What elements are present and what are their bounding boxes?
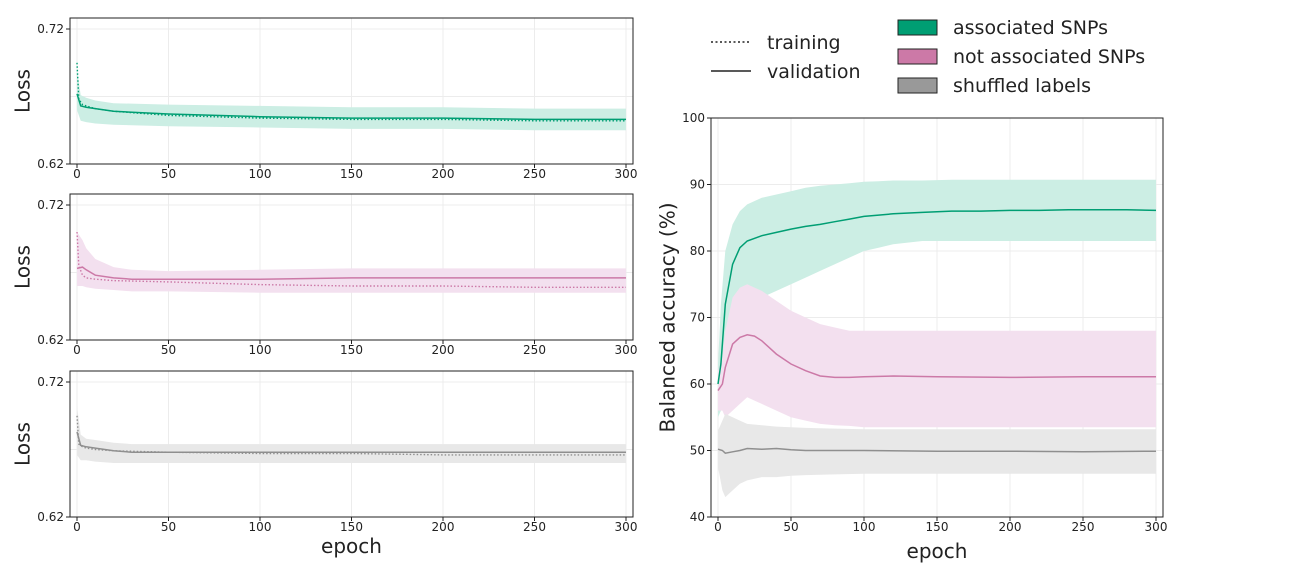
series-validation-line [76, 266, 626, 280]
panel-balanced-accuracy: 0 50 100 150 200 250 300 40 50 60 70 80 90 100 Balance… [656, 111, 1168, 563]
legend-color-swatch [897, 19, 938, 36]
y-tick-label: 0.72 [37, 198, 64, 212]
grid [70, 194, 633, 340]
x-tick-label: 200 [432, 520, 455, 534]
x-tick-label: 150 [926, 520, 949, 534]
panel-loss-associated: 0 50 100 150 200 250 300 0.62 0.72 Loss [11, 17, 638, 181]
x-tick-label: 100 [249, 167, 272, 181]
y-tick-label: 100 [682, 111, 705, 125]
series-validation-line [717, 447, 1157, 455]
x-axis-label: epoch [321, 534, 382, 558]
band-0 [77, 406, 626, 463]
x-tick-label: 100 [853, 520, 876, 534]
panel-loss-shuffled: 0 50 100 150 200 250 300 0.62 0.72 Loss epoch [11, 370, 638, 558]
y-tick-label: 60 [690, 377, 705, 391]
x-tick-label: 300 [615, 167, 638, 181]
legend-item-validation: validation [711, 61, 861, 83]
x-tick-label: 200 [432, 167, 455, 181]
band-0 [718, 179, 1156, 418]
y-tick-label: 90 [690, 178, 705, 192]
x-tick-label: 50 [161, 167, 176, 181]
grid [70, 18, 633, 164]
band-1 [718, 284, 1156, 428]
legend-label: training [767, 32, 841, 54]
legend: training validation associated SNPs not ass… [711, 17, 1145, 97]
x-tick-label: 100 [249, 520, 272, 534]
legend-item-training: training [711, 32, 841, 54]
x-tick-label: 200 [999, 520, 1022, 534]
series-validation-line [76, 93, 626, 121]
y-tick-label: 0.62 [37, 157, 64, 171]
x-tick-label: 0 [73, 520, 81, 534]
legend-color-swatch [897, 77, 938, 94]
x-tick-label: 250 [1072, 520, 1095, 534]
x-tick-label: 0 [714, 520, 722, 534]
y-tick-label: 0.62 [37, 333, 64, 347]
band-2 [718, 413, 1156, 498]
series-validation-line [76, 431, 626, 453]
x-tick-label: 250 [523, 167, 546, 181]
legend-item-group: associated SNPs [897, 17, 1108, 39]
x-tick-label: 50 [161, 520, 176, 534]
legend-label: shuffled labels [953, 75, 1091, 97]
x-tick-label: 150 [340, 167, 363, 181]
legend-item-group: shuffled labels [897, 75, 1091, 97]
y-axis-label: Balanced accuracy (%) [656, 202, 680, 432]
y-axis-label: Loss [11, 422, 35, 466]
y-tick-label: 80 [690, 244, 705, 258]
series-training-line [76, 415, 626, 456]
y-tick-label: 70 [690, 311, 705, 325]
x-tick-label: 50 [783, 520, 798, 534]
series-validation-line [717, 209, 1157, 385]
series-validation-line [717, 334, 1156, 392]
series-training-line [76, 62, 626, 122]
x-tick-label: 300 [615, 343, 638, 357]
legend-label: not associated SNPs [953, 46, 1145, 68]
x-axis-label: epoch [907, 539, 968, 563]
y-tick-label: 40 [690, 510, 705, 524]
x-tick-label: 250 [523, 520, 546, 534]
y-tick-label: 0.62 [37, 510, 64, 524]
x-tick-label: 300 [615, 520, 638, 534]
y-tick-label: 0.72 [37, 375, 64, 389]
x-tick-label: 250 [523, 343, 546, 357]
series-training-line [76, 231, 626, 288]
x-tick-label: 200 [432, 343, 455, 357]
y-tick-label: 50 [690, 444, 705, 458]
y-tick-label: 0.72 [37, 22, 64, 36]
y-axis-label: Loss [11, 69, 35, 113]
x-tick-label: 150 [340, 343, 363, 357]
legend-label: validation [767, 61, 861, 83]
legend-color-swatch [897, 48, 938, 65]
x-tick-label: 150 [340, 520, 363, 534]
x-tick-label: 50 [161, 343, 176, 357]
legend-item-group: not associated SNPs [897, 46, 1145, 68]
legend-label: associated SNPs [953, 17, 1108, 39]
x-tick-label: 100 [249, 343, 272, 357]
x-tick-label: 0 [73, 167, 81, 181]
x-tick-label: 0 [73, 343, 81, 357]
panel-loss-not-associated: 0 50 100 150 200 250 300 0.62 0.72 Loss [11, 193, 638, 357]
grid [70, 371, 633, 517]
y-axis-label: Loss [11, 245, 35, 289]
chart-panels: 0 50 100 150 200 250 300 0.62 0.72 Loss 0 50 100 150 2… [11, 17, 1168, 563]
x-tick-label: 300 [1145, 520, 1168, 534]
